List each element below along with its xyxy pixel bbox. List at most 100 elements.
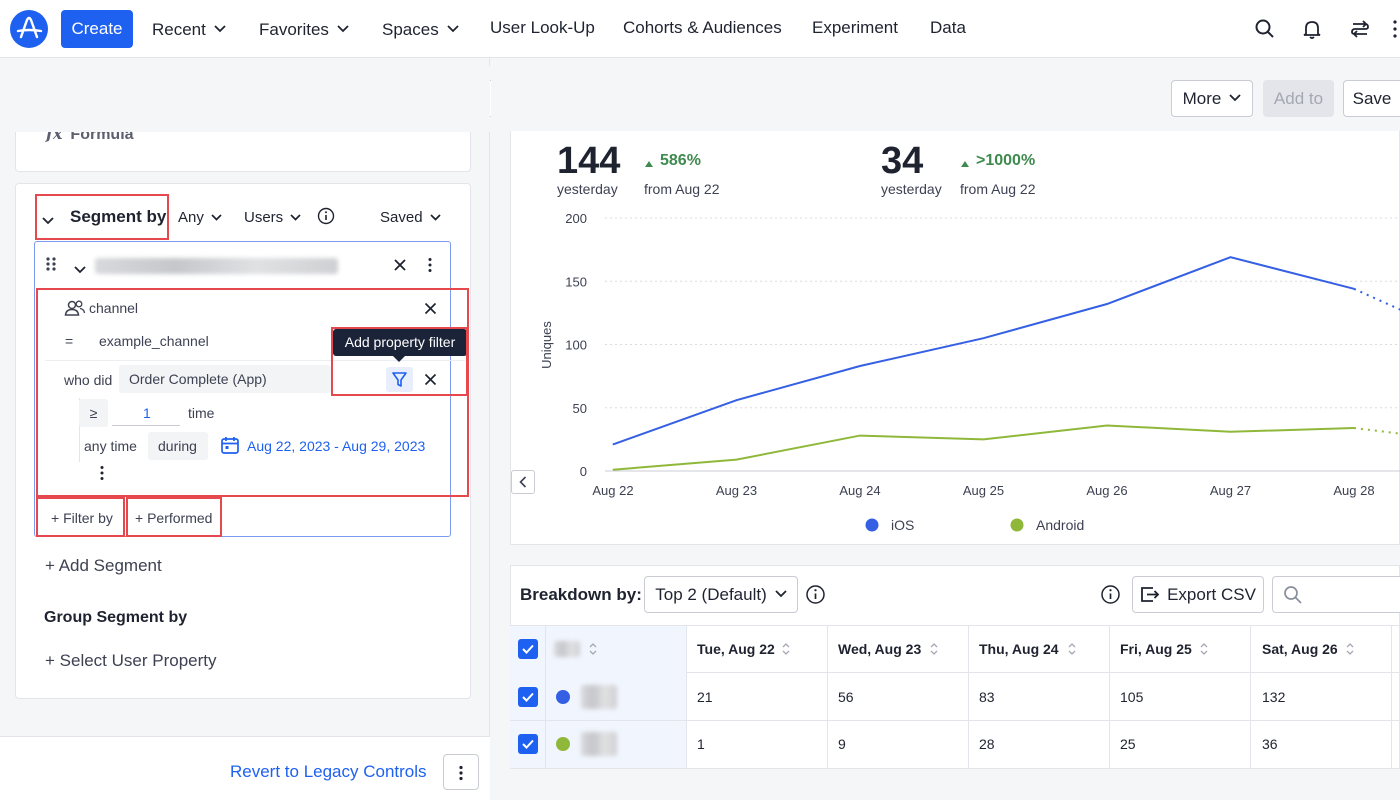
- users-dropdown[interactable]: Users: [244, 208, 301, 226]
- data-point-ios: [859, 365, 861, 367]
- bell-icon[interactable]: [1300, 17, 1324, 41]
- saved-label: Saved: [380, 209, 423, 226]
- add-property-filter-button[interactable]: [386, 367, 413, 392]
- switch-org-icon[interactable]: [1348, 17, 1372, 41]
- subheader-left-bg: [0, 66, 490, 131]
- amplitude-logo-icon[interactable]: [10, 10, 48, 48]
- sort-icon[interactable]: [589, 642, 597, 661]
- x-tick-label: Aug 27: [1210, 483, 1251, 498]
- nav-user-lookup[interactable]: User Look-Up: [490, 18, 595, 37]
- row-divider: [510, 720, 1400, 721]
- chevron-down-icon[interactable]: [74, 261, 86, 279]
- select-user-property-button[interactable]: + Select User Property: [45, 651, 217, 670]
- column-header-aug25[interactable]: Fri, Aug 25: [1120, 641, 1192, 657]
- col-divider: [1109, 626, 1110, 768]
- nav-recent[interactable]: Recent: [152, 18, 226, 40]
- drag-handle-icon[interactable]: [45, 256, 57, 277]
- operator[interactable]: =: [65, 333, 74, 349]
- x-tick-label: Aug 26: [1086, 483, 1127, 498]
- info-icon[interactable]: [805, 584, 826, 610]
- data-point-ios: [1106, 303, 1108, 305]
- y-tick-label: 150: [565, 274, 587, 289]
- search-icon[interactable]: [1253, 17, 1277, 41]
- column-header-aug26[interactable]: Sat, Aug 26: [1262, 641, 1338, 657]
- divider: [45, 360, 465, 361]
- chevron-down-icon: [775, 590, 787, 598]
- chevron-down-icon: [447, 18, 459, 38]
- column-header-aug24[interactable]: Thu, Aug 24: [979, 641, 1059, 657]
- kpi-value-android: 34: [881, 140, 924, 182]
- x-tick-label: Aug 23: [716, 483, 757, 498]
- close-icon[interactable]: [393, 258, 407, 277]
- highlight-segment-by: [35, 194, 169, 240]
- info-icon[interactable]: [1100, 584, 1121, 610]
- col-divider: [1391, 626, 1392, 768]
- nav-data[interactable]: Data: [930, 18, 966, 37]
- saved-dropdown[interactable]: Saved: [380, 208, 441, 226]
- event-selector[interactable]: Order Complete (App): [119, 365, 331, 393]
- during-selector[interactable]: during: [148, 432, 208, 460]
- col-divider: [1250, 626, 1251, 768]
- nav-cohorts[interactable]: Cohorts & Audiences: [623, 18, 782, 37]
- more-button[interactable]: More: [1171, 80, 1253, 117]
- data-point-android: [1106, 424, 1108, 426]
- revert-legacy-link[interactable]: Revert to Legacy Controls: [230, 762, 427, 781]
- any-dropdown[interactable]: Any: [178, 208, 222, 226]
- table-cell: 105: [1120, 689, 1144, 705]
- indent-line: [79, 398, 80, 462]
- sort-icon[interactable]: [930, 642, 938, 661]
- column-header-aug23[interactable]: Wed, Aug 23: [838, 641, 922, 657]
- any-time-selector[interactable]: any time: [84, 438, 137, 454]
- nav-experiment[interactable]: Experiment: [812, 18, 898, 37]
- close-icon[interactable]: [424, 302, 437, 320]
- select-all-checkbox[interactable]: [518, 639, 538, 659]
- more-vertical-icon[interactable]: [99, 465, 105, 486]
- chevron-down-icon[interactable]: [42, 212, 54, 230]
- kpi-change-android: >1000%: [976, 152, 1036, 169]
- add-to-button[interactable]: Add to: [1263, 80, 1334, 117]
- left-footer: [0, 736, 490, 800]
- footer-more-button[interactable]: [443, 754, 479, 790]
- filter-by-button[interactable]: + Filter by: [51, 510, 113, 526]
- data-point-ios: [736, 399, 737, 401]
- nav-spaces-label: Spaces: [382, 20, 439, 39]
- nav-spaces[interactable]: Spaces: [382, 18, 459, 40]
- table-search-input[interactable]: [1272, 576, 1400, 613]
- save-button[interactable]: Save: [1343, 80, 1400, 117]
- breakdown-dropdown[interactable]: Top 2 (Default): [644, 576, 798, 613]
- nav-favorites[interactable]: Favorites: [259, 18, 349, 40]
- export-csv-button[interactable]: Export CSV: [1132, 576, 1264, 613]
- data-point-ios: [612, 443, 614, 445]
- info-icon[interactable]: [317, 207, 335, 230]
- sort-icon[interactable]: [1068, 642, 1076, 661]
- more-vertical-icon: [459, 765, 463, 781]
- sort-icon[interactable]: [1346, 642, 1354, 661]
- column-header-aug22[interactable]: Tue, Aug 22: [697, 641, 775, 657]
- segment-name-redacted[interactable]: [95, 258, 338, 274]
- close-icon[interactable]: [424, 373, 437, 391]
- users-icon: [64, 299, 86, 322]
- data-point-ios: [983, 337, 984, 339]
- count-input[interactable]: 1: [143, 405, 151, 421]
- add-segment-button[interactable]: + Add Segment: [45, 556, 162, 575]
- sort-icon[interactable]: [782, 642, 790, 661]
- segment-by-title: Segment by: [70, 207, 167, 226]
- performed-button[interactable]: + Performed: [135, 510, 213, 526]
- legend-label-ios: iOS: [891, 517, 914, 533]
- calendar-icon[interactable]: [220, 435, 240, 460]
- property-value[interactable]: example_channel: [99, 333, 209, 349]
- more-vertical-icon[interactable]: [427, 257, 433, 278]
- compare-operator[interactable]: ≥: [79, 399, 108, 427]
- date-range-selector[interactable]: Aug 22, 2023 - Aug 29, 2023: [247, 438, 426, 454]
- row-checkbox[interactable]: [518, 734, 538, 754]
- chart-scroll-left-button[interactable]: [511, 470, 535, 494]
- highlight-performed: [126, 497, 222, 537]
- any-label: Any: [178, 209, 204, 226]
- row-checkbox[interactable]: [518, 687, 538, 707]
- property-name[interactable]: channel: [89, 300, 139, 316]
- sort-icon[interactable]: [1200, 642, 1208, 661]
- create-button[interactable]: Create: [61, 10, 133, 48]
- legend-label-android: Android: [1036, 517, 1084, 533]
- more-vertical-icon[interactable]: [1390, 17, 1400, 41]
- x-tick-label: Aug 25: [963, 483, 1004, 498]
